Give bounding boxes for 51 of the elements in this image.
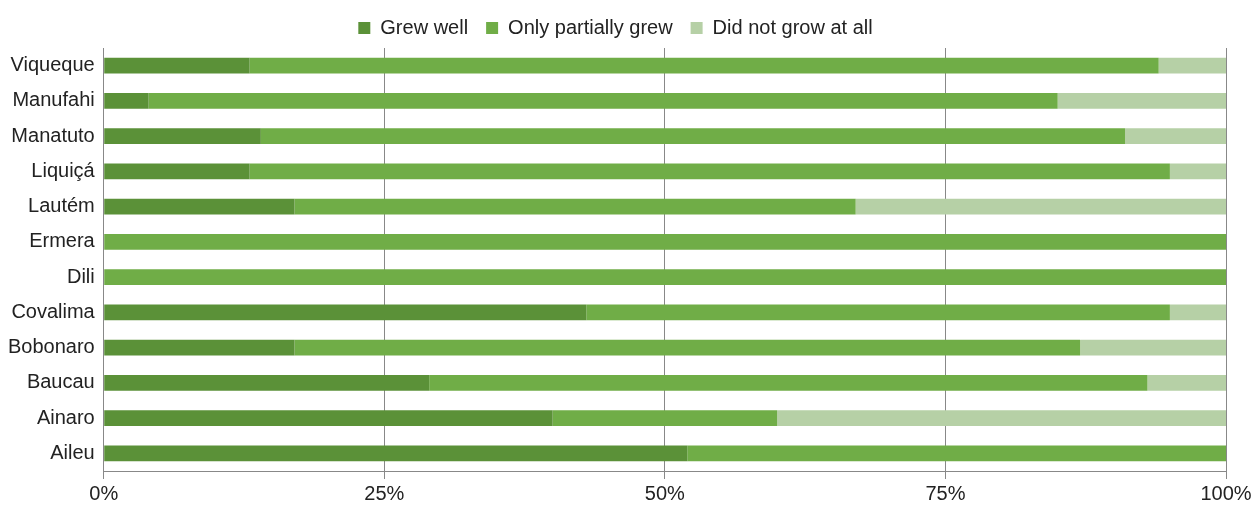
y-tick-label: Dili [66, 264, 95, 287]
bar [104, 198, 295, 215]
x-tick-label: 100% [1200, 481, 1252, 504]
y-tick-label: Lautém [28, 194, 95, 217]
bar [855, 198, 1226, 215]
y-tick-label: Viqueque [10, 53, 95, 76]
bar [104, 233, 1226, 250]
legend-label: Grew well [380, 15, 469, 38]
y-tick-label: Manatuto [11, 123, 95, 146]
bar [1080, 339, 1226, 356]
y-tick-label: Covalima [11, 299, 96, 322]
x-tick-label: 0% [89, 481, 119, 504]
bar [429, 374, 1148, 391]
bar [104, 374, 430, 391]
bar [260, 128, 1125, 145]
bar [104, 163, 250, 180]
bar [104, 57, 250, 74]
x-tick-label: 50% [644, 481, 686, 504]
bar [586, 304, 1170, 321]
legend-label: Did not grow at all [712, 15, 873, 38]
bar [104, 128, 261, 145]
bar [1125, 128, 1226, 145]
bar [1147, 374, 1226, 391]
bar [104, 304, 587, 321]
bar [1169, 304, 1226, 321]
bar [1169, 163, 1226, 180]
x-tick-label: 25% [364, 481, 405, 504]
bar [104, 445, 688, 462]
y-tick-label: Manufahi [12, 88, 95, 111]
bar [294, 198, 856, 215]
y-tick-label: Baucau [26, 370, 95, 393]
y-tick-label: Bobonaro [7, 335, 95, 358]
bar [104, 92, 149, 109]
bar [1057, 92, 1226, 109]
bar [104, 269, 1226, 286]
bar [148, 92, 1058, 109]
bar [249, 163, 1170, 180]
bar [104, 410, 553, 427]
x-tick-label: 75% [925, 481, 966, 504]
y-tick-label: Ainaro [36, 405, 95, 428]
bar [104, 339, 295, 356]
y-tick-label: Liquiçá [31, 158, 96, 181]
bar [687, 445, 1226, 462]
bar [1158, 57, 1226, 74]
bar [294, 339, 1081, 356]
bar [777, 410, 1226, 427]
y-tick-label: Ermera [29, 229, 96, 252]
bar [552, 410, 778, 427]
legend-label: Only partially grew [508, 15, 674, 38]
bar [249, 57, 1159, 74]
y-tick-label: Aileu [50, 440, 95, 463]
